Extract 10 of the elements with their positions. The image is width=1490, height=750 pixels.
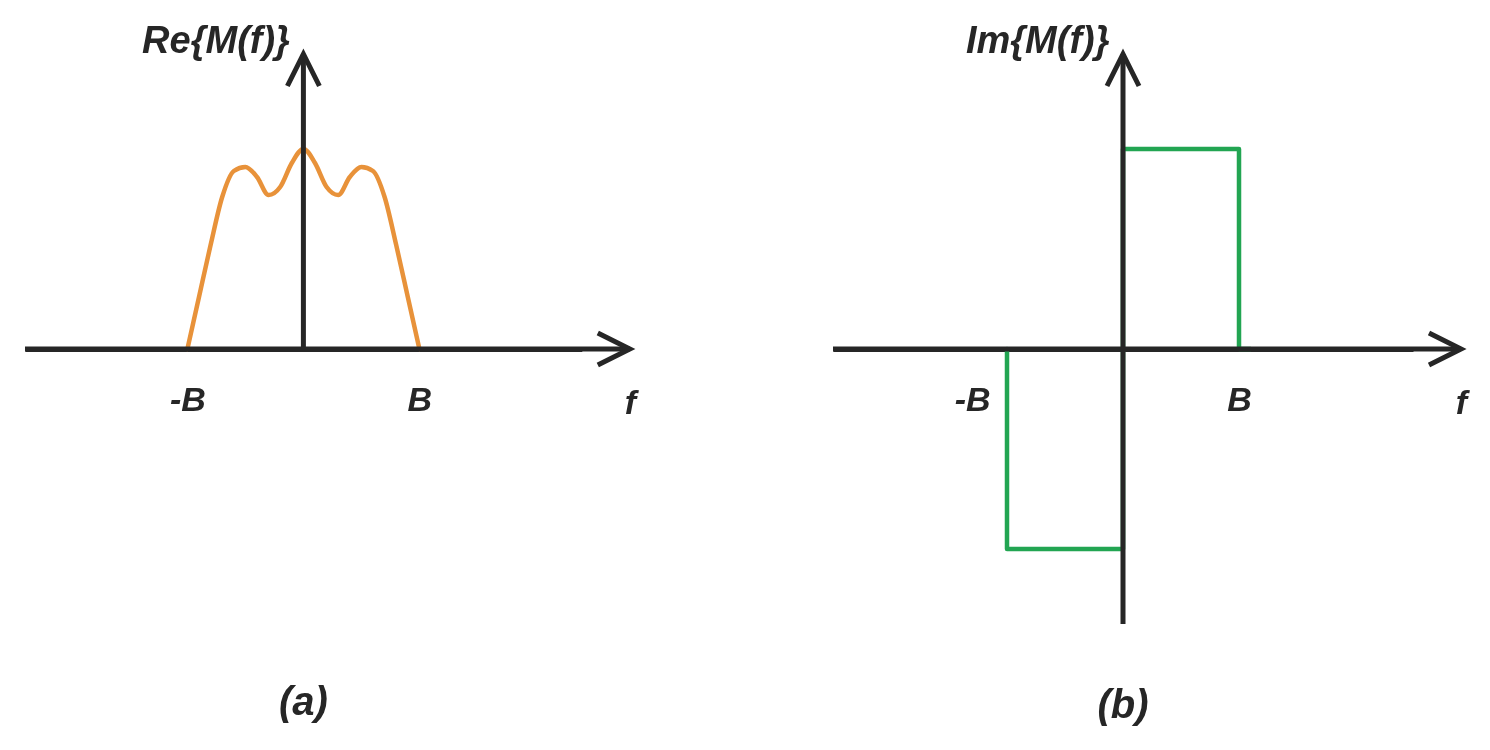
- y-axis-title: Im{M(f)}: [965, 18, 1110, 61]
- y-axis-title: Re{M(f)}: [142, 18, 291, 61]
- x-tick-label: B: [407, 379, 433, 418]
- x-tick-label: -B: [169, 379, 206, 418]
- text: (b): [1097, 681, 1149, 726]
- text: (a): [278, 679, 328, 723]
- x-tick-label: -B: [954, 379, 991, 418]
- x-tick-label: B: [1227, 379, 1252, 418]
- x-axis-title: f: [624, 382, 640, 421]
- x-axis-title: f: [1455, 382, 1471, 421]
